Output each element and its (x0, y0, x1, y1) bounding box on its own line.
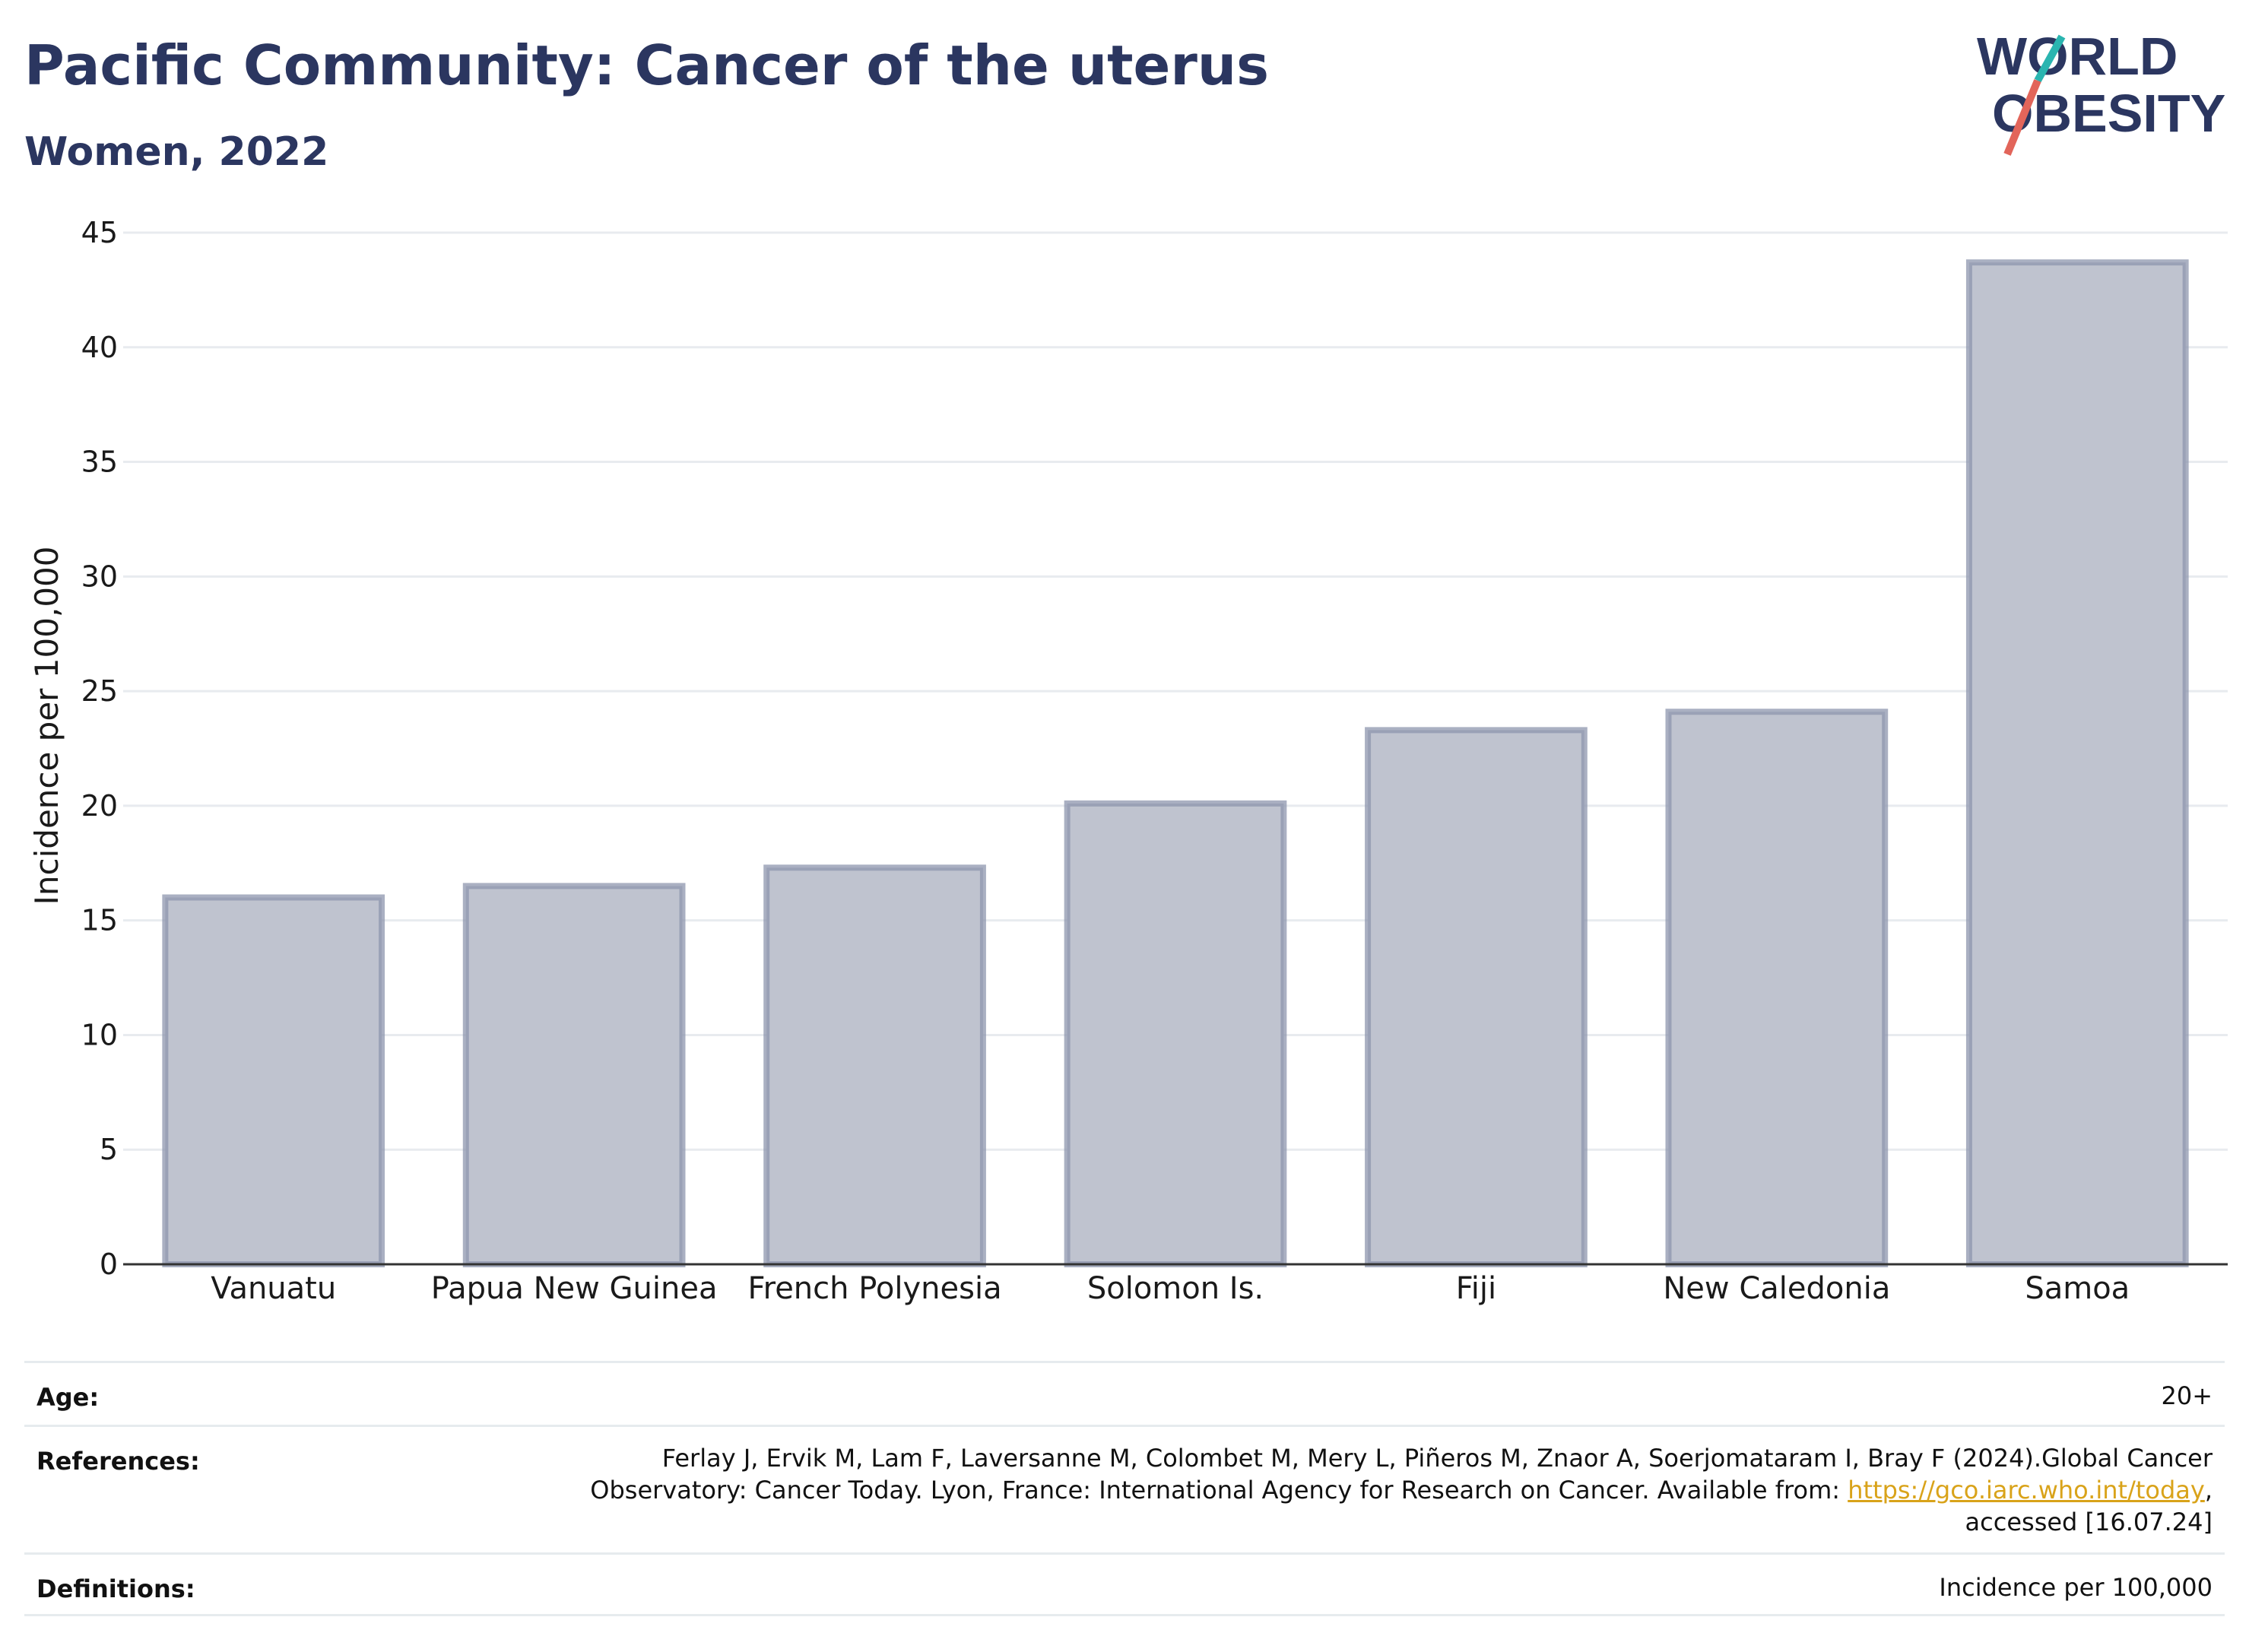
footer-row-age: Age: 20+ (24, 1361, 2225, 1425)
footer-table: Age: 20+ References: Ferlay J, Ervik M, … (24, 1361, 2225, 1616)
bar-solomon-is- (1064, 800, 1287, 1267)
references-line-1: Ferlay J, Ervik M, Lam F, Laversanne M, … (661, 1444, 2213, 1473)
references-line-2-text: Observatory: Cancer Today. Lyon, France:… (590, 1476, 1848, 1505)
x-tick-label: French Polynesia (748, 1271, 1002, 1306)
y-tick-label: 20 (81, 789, 118, 823)
logo-slash-teal (2034, 34, 2066, 83)
footer-row-definitions: Definitions: Incidence per 100,000 (24, 1552, 2225, 1616)
age-label: Age: (36, 1383, 100, 1412)
definitions-value: Incidence per 100,000 (1939, 1573, 2213, 1602)
bar-papua-new-guinea (462, 883, 686, 1268)
y-axis-title: Incidence per 100,000 (28, 547, 65, 905)
references-link[interactable]: https://gco.iarc.who.int/today (1848, 1476, 2205, 1505)
y-tick-label: 25 (81, 674, 118, 708)
x-tick-label: Vanuatu (211, 1271, 336, 1306)
y-tick-label: 35 (81, 446, 118, 479)
references-line-3: accessed [16.07.24] (1965, 1508, 2213, 1536)
bar-chart: 0 5 10 15 20 25 30 35 40 45 Vanuatu Papua New Guine… (28, 216, 2228, 1306)
bar-vanuatu (162, 894, 385, 1267)
definitions-label: Definitions: (36, 1574, 195, 1603)
y-tick-label: 45 (81, 216, 118, 249)
x-tick-label: New Caledonia (1663, 1271, 1890, 1306)
y-tick-label: 0 (100, 1248, 118, 1281)
chart-title: Pacific Community: Cancer of the uterus (24, 33, 1269, 97)
chart-subtitle: Women, 2022 (24, 129, 329, 175)
logo-word-world: WORLD (1977, 27, 2178, 86)
y-tick-label: 40 (81, 331, 118, 364)
bar-french-polynesia (763, 864, 986, 1267)
references-value: Ferlay J, Ervik M, Lam F, Laversanne M, … (590, 1442, 2213, 1538)
x-tick-label: Papua New Guinea (431, 1271, 718, 1306)
x-tick-label: Fiji (1456, 1271, 1496, 1306)
bar-fiji (1365, 727, 1588, 1267)
x-tick-label: Samoa (2025, 1271, 2130, 1306)
world-obesity-logo: WORLD OBESITY (1977, 27, 2225, 156)
references-line-2-suffix: , (2204, 1476, 2213, 1505)
bar-samoa (1965, 259, 2189, 1267)
references-label: References: (36, 1447, 200, 1476)
y-tick-label: 10 (81, 1018, 118, 1051)
references-line-2: Observatory: Cancer Today. Lyon, France:… (590, 1474, 2213, 1506)
y-tick-label: 5 (100, 1133, 118, 1166)
y-tick-label: 15 (81, 904, 118, 937)
y-tick-label: 30 (81, 560, 118, 593)
footer-row-references: References: Ferlay J, Ervik M, Lam F, La… (24, 1425, 2225, 1552)
age-value: 20+ (2161, 1381, 2213, 1410)
logo-slash-red (2003, 79, 2041, 156)
bar-new-caledonia (1665, 709, 1889, 1267)
x-tick-label: Solomon Is. (1087, 1271, 1264, 1306)
